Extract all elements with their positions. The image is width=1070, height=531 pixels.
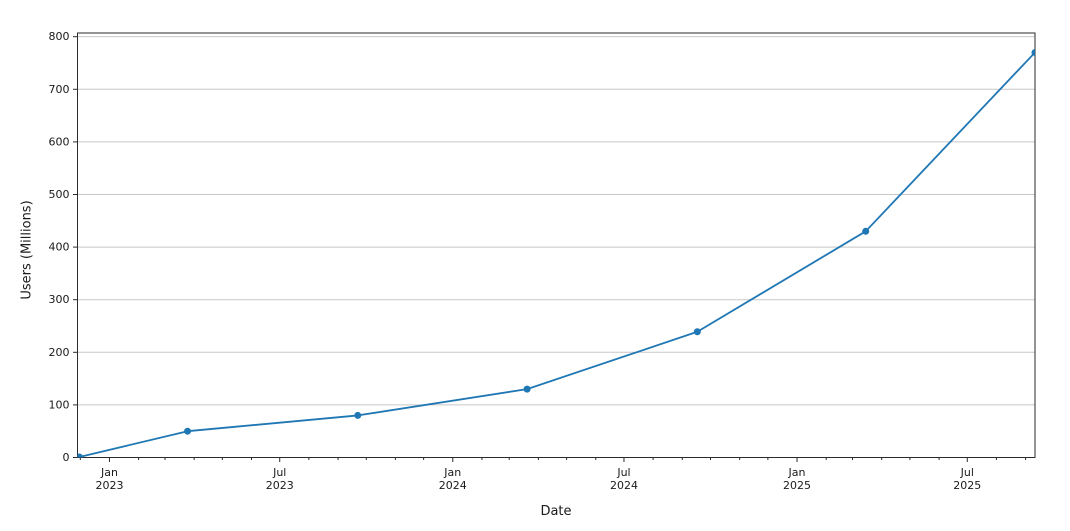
y-tick-label: 400 bbox=[49, 241, 70, 254]
grid-lines bbox=[77, 36, 1035, 458]
x-tick-label-month: Jan bbox=[443, 466, 461, 479]
y-tick-label: 800 bbox=[49, 30, 70, 43]
data-point bbox=[184, 427, 192, 435]
y-tick-label: 300 bbox=[49, 293, 70, 306]
y-tick-label: 0 bbox=[63, 451, 70, 464]
series-line bbox=[78, 51, 1035, 458]
x-axis: Jan2023Jul2023Jan2024Jul2024Jan2025Jul20… bbox=[79, 457, 1027, 492]
data-point bbox=[693, 328, 701, 336]
data-point bbox=[862, 227, 870, 235]
x-axis-label: Date bbox=[540, 504, 572, 519]
y-tick-label: 700 bbox=[49, 83, 70, 96]
x-tick-label-month: Jul bbox=[616, 466, 630, 479]
data-series bbox=[77, 48, 1035, 458]
x-tick-label-month: Jan bbox=[100, 466, 118, 479]
y-tick-label: 200 bbox=[49, 346, 70, 359]
data-point bbox=[1031, 48, 1035, 56]
y-axis-label: Users (Millions) bbox=[19, 200, 35, 300]
y-tick-label: 100 bbox=[49, 398, 70, 411]
x-tick-label-month: Jul bbox=[960, 466, 974, 479]
y-tick-label: 600 bbox=[49, 135, 70, 148]
x-tick-label-month: Jul bbox=[272, 466, 286, 479]
x-tick-label-year: 2025 bbox=[953, 479, 981, 492]
axes-frame bbox=[77, 32, 1036, 458]
x-tick-label-year: 2024 bbox=[439, 479, 467, 492]
x-tick-label-year: 2025 bbox=[783, 479, 811, 492]
x-tick-label-month: Jan bbox=[788, 466, 806, 479]
data-point bbox=[523, 385, 531, 393]
y-tick-label: 500 bbox=[49, 188, 70, 201]
data-point bbox=[77, 453, 83, 458]
x-tick-label-year: 2023 bbox=[95, 479, 123, 492]
x-tick-label-year: 2024 bbox=[610, 479, 638, 492]
data-point bbox=[354, 411, 362, 419]
y-axis: 0 100 200 300 400 500 600 700 800 bbox=[49, 30, 78, 464]
x-tick-label-year: 2023 bbox=[266, 479, 294, 492]
